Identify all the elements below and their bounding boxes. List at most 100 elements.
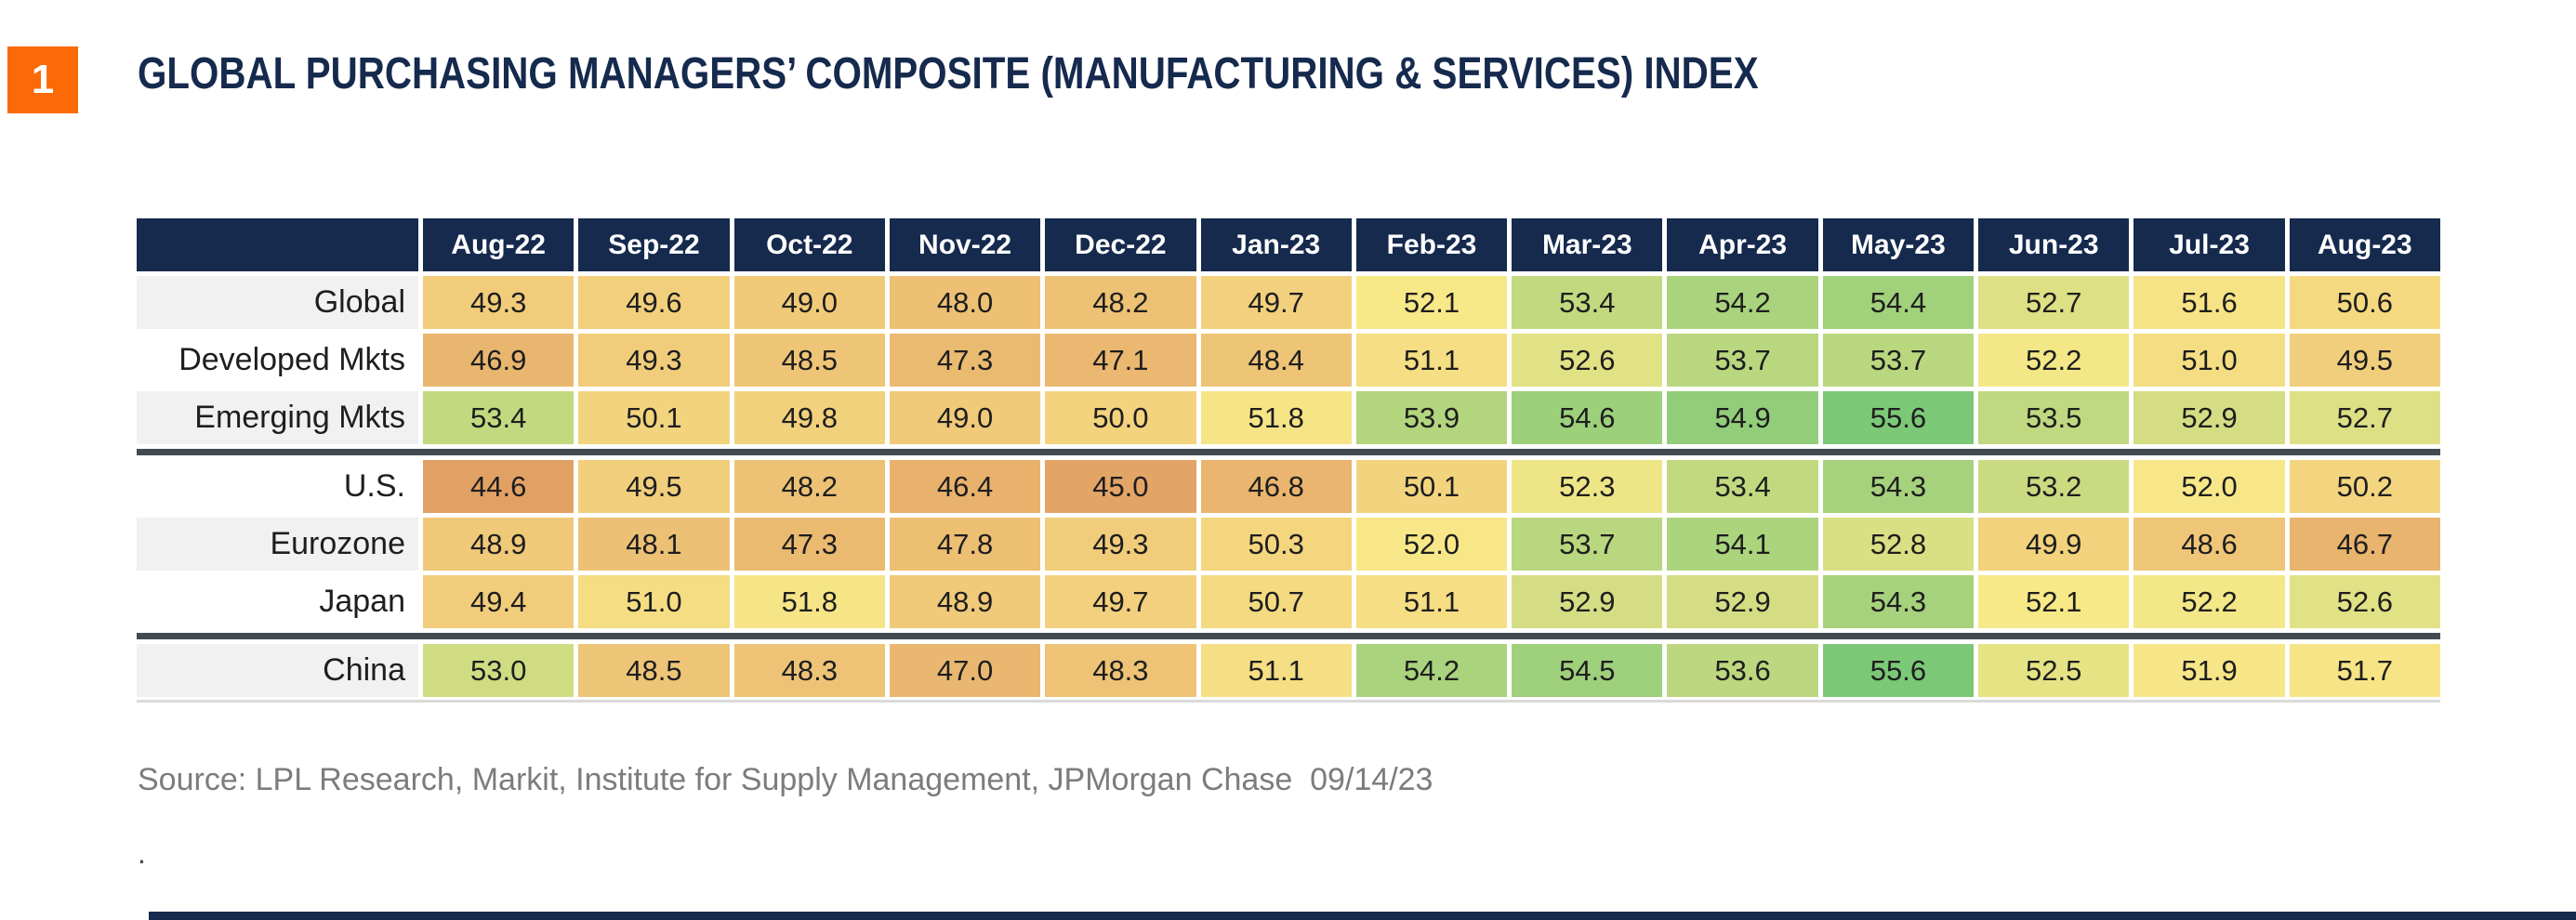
value-cell: 51.1	[1355, 334, 1508, 387]
value-cell: 49.0	[889, 391, 1041, 444]
value-cell: 48.1	[578, 518, 730, 571]
page-number-badge: 1	[7, 46, 78, 113]
row-label: Eurozone	[137, 518, 418, 571]
value-cell: 48.2	[1045, 276, 1196, 329]
value-cell: 53.5	[1978, 391, 2130, 444]
col-header: Jan-23	[1200, 218, 1352, 271]
col-header: Oct-22	[733, 218, 885, 271]
row-label: Global	[137, 276, 418, 329]
value-cell: 50.0	[1045, 391, 1196, 444]
value-cell: 53.4	[423, 391, 575, 444]
value-cell: 52.9	[2133, 391, 2285, 444]
value-cell: 47.8	[889, 518, 1041, 571]
value-cell: 50.7	[1200, 575, 1352, 628]
value-cell: 48.5	[733, 334, 885, 387]
value-cell: 52.0	[2133, 460, 2285, 513]
value-cell: 49.0	[733, 276, 885, 329]
value-cell: 54.3	[1822, 460, 1975, 513]
value-cell: 54.4	[1822, 276, 1975, 329]
row-label: Developed Mkts	[137, 334, 418, 387]
value-cell: 54.3	[1822, 575, 1975, 628]
value-cell: 52.7	[2289, 391, 2440, 444]
table-bottom-rule	[137, 700, 2440, 703]
value-cell: 50.3	[1200, 518, 1352, 571]
group-divider	[137, 449, 2440, 455]
value-cell: 48.4	[1200, 334, 1352, 387]
value-cell: 52.0	[1355, 518, 1508, 571]
value-cell: 48.3	[1045, 644, 1196, 697]
value-cell: 49.5	[578, 460, 730, 513]
col-header: Sep-22	[578, 218, 730, 271]
value-cell: 51.1	[1355, 575, 1508, 628]
value-cell: 46.9	[423, 334, 575, 387]
pmi-table: Aug-22 Sep-22 Oct-22 Nov-22 Dec-22 Jan-23 Feb-…	[137, 218, 2440, 703]
col-header: Aug-23	[2289, 218, 2440, 271]
footer-rule	[149, 912, 2576, 920]
value-cell: 45.0	[1045, 460, 1196, 513]
value-cell: 48.2	[733, 460, 885, 513]
value-cell: 53.7	[1512, 518, 1663, 571]
value-cell: 51.9	[2133, 644, 2285, 697]
value-cell: 51.6	[2133, 276, 2285, 329]
value-cell: 49.3	[1045, 518, 1196, 571]
value-cell: 52.6	[2289, 575, 2440, 628]
footnote-dot: .	[138, 836, 146, 870]
value-cell: 47.0	[889, 644, 1041, 697]
value-cell: 54.5	[1512, 644, 1663, 697]
value-cell: 48.0	[889, 276, 1041, 329]
row-label: China	[137, 644, 418, 697]
row-label: U.S.	[137, 460, 418, 513]
value-cell: 53.7	[1667, 334, 1818, 387]
value-cell: 54.2	[1355, 644, 1508, 697]
col-header: Nov-22	[889, 218, 1041, 271]
source-note: Source: LPL Research, Markit, Institute …	[138, 762, 1433, 797]
value-cell: 51.0	[2133, 334, 2285, 387]
col-header: Jun-23	[1978, 218, 2130, 271]
value-cell: 52.9	[1667, 575, 1818, 628]
value-cell: 48.9	[889, 575, 1041, 628]
group-divider	[137, 633, 2440, 639]
value-cell: 52.8	[1822, 518, 1975, 571]
value-cell: 47.3	[733, 518, 885, 571]
value-cell: 55.6	[1822, 644, 1975, 697]
value-cell: 50.2	[2289, 460, 2440, 513]
value-cell: 54.2	[1667, 276, 1818, 329]
page-title: GLOBAL PURCHASING MANAGERS’ COMPOSITE (M…	[138, 49, 1759, 99]
value-cell: 51.0	[578, 575, 730, 628]
col-header: Dec-22	[1045, 218, 1196, 271]
value-cell: 51.8	[733, 575, 885, 628]
value-cell: 49.8	[733, 391, 885, 444]
col-header: May-23	[1822, 218, 1975, 271]
value-cell: 53.4	[1667, 460, 1818, 513]
col-header: Aug-22	[423, 218, 575, 271]
value-cell: 46.4	[889, 460, 1041, 513]
value-cell: 48.6	[2133, 518, 2285, 571]
value-cell: 49.7	[1045, 575, 1196, 628]
value-cell: 55.6	[1822, 391, 1975, 444]
value-cell: 52.5	[1978, 644, 2130, 697]
value-cell: 50.6	[2289, 276, 2440, 329]
value-cell: 44.6	[423, 460, 575, 513]
value-cell: 53.0	[423, 644, 575, 697]
value-cell: 50.1	[1355, 460, 1508, 513]
col-header: Feb-23	[1355, 218, 1508, 271]
value-cell: 52.3	[1512, 460, 1663, 513]
col-header: Apr-23	[1667, 218, 1818, 271]
row-label: Japan	[137, 575, 418, 628]
value-cell: 46.7	[2289, 518, 2440, 571]
value-cell: 51.8	[1200, 391, 1352, 444]
value-cell: 49.4	[423, 575, 575, 628]
value-cell: 54.6	[1512, 391, 1663, 444]
value-cell: 49.5	[2289, 334, 2440, 387]
value-cell: 52.1	[1355, 276, 1508, 329]
value-cell: 53.6	[1667, 644, 1818, 697]
value-cell: 51.1	[1200, 644, 1352, 697]
table-corner-cell	[137, 218, 418, 271]
value-cell: 48.5	[578, 644, 730, 697]
value-cell: 47.3	[889, 334, 1041, 387]
col-header: Mar-23	[1512, 218, 1663, 271]
value-cell: 53.7	[1822, 334, 1975, 387]
value-cell: 49.6	[578, 276, 730, 329]
value-cell: 52.7	[1978, 276, 2130, 329]
value-cell: 49.3	[423, 276, 575, 329]
